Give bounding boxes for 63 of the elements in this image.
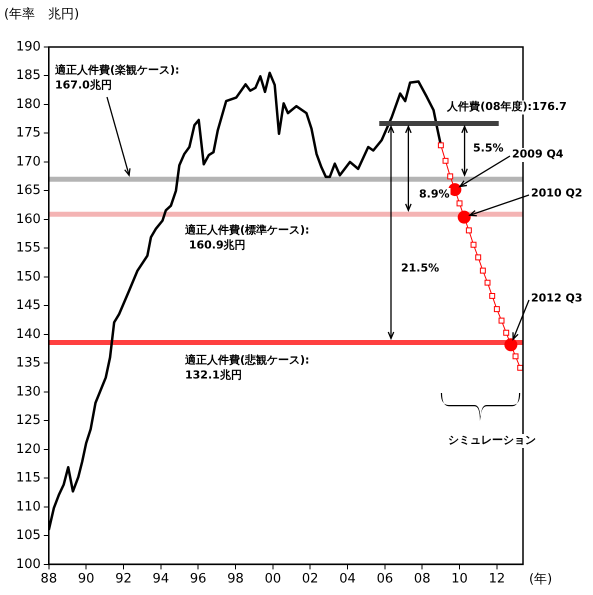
point (447, 173, 454, 180)
y-tick-label: 160 (16, 212, 41, 227)
y-axis-title: (年率 兆円) (4, 6, 80, 22)
annotation: 2010 Q2 (531, 186, 582, 200)
x-tick-label: 94 (152, 572, 170, 587)
y-tick-label: 180 (16, 96, 41, 112)
y-tick-label: 120 (16, 442, 41, 457)
x-tick-label: 06 (376, 572, 394, 587)
point (470, 242, 477, 248)
point (494, 306, 500, 312)
y-tick-label: 190 (16, 39, 41, 54)
y-tick-label: 100 (16, 556, 41, 572)
point (484, 280, 491, 286)
annotation: 適正人件費(標準ケース): 160.9兆円 (184, 223, 310, 252)
y-tick-label: 125 (16, 413, 41, 428)
y-tick-label: 150 (16, 269, 41, 284)
x-axis-title: (年) (529, 572, 552, 587)
point (475, 254, 482, 260)
x-tick-label: 10 (451, 572, 468, 587)
x-tick-label: 98 (227, 572, 244, 587)
point (517, 364, 523, 371)
point (504, 338, 518, 352)
point (438, 142, 444, 148)
x-tick-label: 90 (78, 572, 94, 587)
y-tick-label: 155 (16, 240, 41, 256)
y-tick-label: 105 (16, 528, 41, 544)
point (466, 227, 472, 234)
y-tick-label: 145 (16, 298, 41, 314)
y-tick-label: 140 (16, 326, 41, 342)
y-tick-label: 110 (16, 499, 41, 514)
y-tick-label: 135 (16, 356, 41, 371)
annotation: 21.5% (401, 261, 440, 274)
point (456, 200, 462, 206)
point (448, 183, 462, 196)
point (442, 158, 448, 164)
y-tick-label: 165 (16, 183, 41, 198)
point (489, 292, 496, 299)
annotation: シミュレーション (448, 433, 536, 446)
x-tick-label: 88 (40, 572, 58, 587)
annotation: 適正人件費(悲観ケース): 132.1兆円 (184, 353, 310, 382)
point (458, 210, 471, 224)
y-tick-label: 170 (16, 154, 41, 170)
y-tick-label: 185 (16, 68, 41, 84)
y-tick-label: 115 (16, 470, 41, 486)
annotation: 2009 Q4 (512, 147, 564, 160)
x-tick-label: 08 (414, 572, 430, 587)
annotation: 適正人件費(楽観ケース): 167.0兆円 (54, 63, 180, 92)
x-tick-label: 04 (339, 572, 356, 587)
point (498, 318, 505, 324)
y-tick-label: 130 (16, 384, 41, 400)
annotation: 5.5% (473, 141, 504, 154)
point (503, 330, 510, 336)
annotation: 2012 Q3 (531, 291, 582, 304)
point (480, 268, 486, 274)
annotation: 人件費(08年度):176.7 (446, 100, 567, 113)
x-tick-label: 02 (302, 572, 318, 587)
x-tick-label: 92 (115, 572, 132, 587)
annotation: 8.9% (419, 187, 450, 200)
x-tick-label: 12 (488, 572, 506, 587)
x-tick-label: 00 (264, 572, 282, 587)
y-tick-label: 175 (16, 126, 41, 141)
x-tick-label: 96 (190, 572, 206, 587)
point (512, 353, 519, 360)
